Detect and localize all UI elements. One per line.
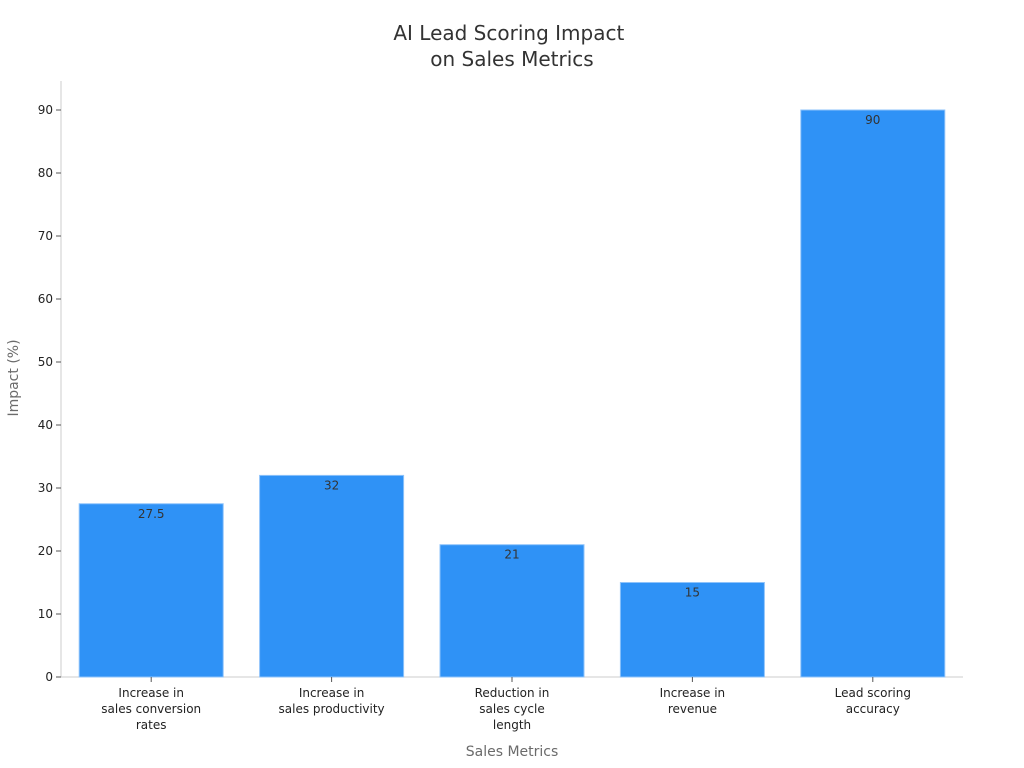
data-label: 90: [865, 113, 880, 127]
x-tick-label-line: Lead scoring: [835, 686, 911, 700]
x-tick-label-line: length: [493, 718, 531, 732]
y-tick-label: 50: [38, 355, 53, 369]
x-tick-label: Reduction in sales cycle length: [475, 686, 550, 732]
x-tick-label-line: sales conversion: [101, 702, 201, 716]
data-label: 15: [685, 586, 700, 600]
x-tick-label-line: sales productivity: [279, 702, 385, 716]
y-tick-label: 60: [38, 292, 53, 306]
x-tick-label-line: Increase in: [660, 686, 726, 700]
x-tick-label-line: accuracy: [846, 702, 900, 716]
x-tick-label-line: sales cycle: [479, 702, 544, 716]
y-tick-label: 70: [38, 229, 53, 243]
data-label: 21: [504, 548, 519, 562]
bar: [439, 544, 585, 678]
data-label: 27.5: [138, 507, 165, 521]
x-tick-label-line: rates: [136, 718, 167, 732]
data-label: 32: [324, 478, 339, 492]
bar: [259, 474, 405, 678]
x-axis-label: Sales Metrics: [466, 744, 559, 760]
chart-title-line-2: on Sales Metrics: [430, 47, 593, 71]
x-tick-label-line: Increase in: [118, 686, 184, 700]
x-tick-label: Increase in revenue: [660, 686, 726, 716]
y-tick-label: 10: [38, 607, 53, 621]
chart-title: AI Lead Scoring Impact on Sales Metrics: [393, 21, 630, 71]
plot-area: 0 10 20 30 40 50 60 70 80 90 27.5 Increase in sales …: [38, 81, 963, 732]
y-axis-label: Impact (%): [6, 339, 22, 416]
y-tick-label: 20: [38, 544, 53, 558]
x-tick-label-line: Reduction in: [475, 686, 550, 700]
x-tick-label: Increase in sales conversion rates: [101, 686, 201, 732]
y-tick-label: 30: [38, 481, 53, 495]
x-tick-label-line: Increase in: [299, 686, 365, 700]
y-tick-label: 90: [38, 103, 53, 117]
bar: [619, 582, 765, 678]
x-tick-label: Increase in sales productivity: [279, 686, 385, 716]
x-tick-label-line: revenue: [668, 702, 717, 716]
y-tick-label: 80: [38, 166, 53, 180]
chart-title-line-1: AI Lead Scoring Impact: [393, 21, 624, 45]
y-tick-label: 0: [45, 670, 53, 684]
bar: [78, 503, 224, 678]
y-tick-label: 40: [38, 418, 53, 432]
bar: [800, 109, 946, 678]
x-tick-label: Lead scoring accuracy: [835, 686, 911, 716]
